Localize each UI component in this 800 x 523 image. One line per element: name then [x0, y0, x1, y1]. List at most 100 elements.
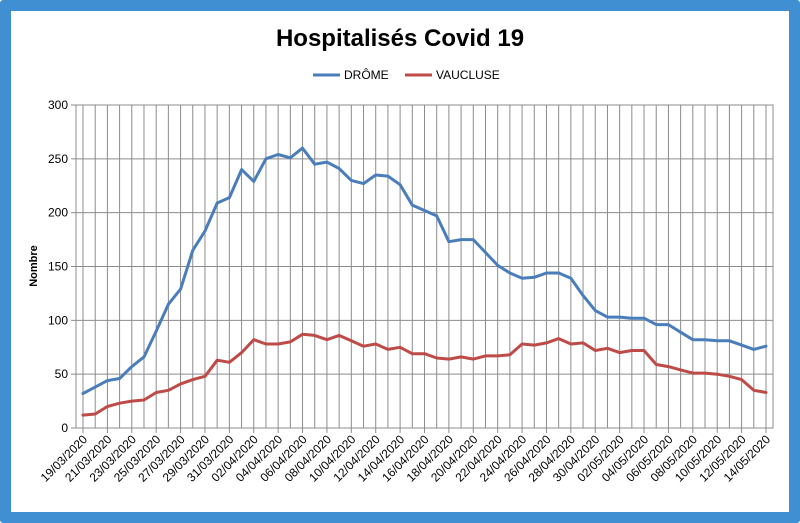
data-point-vaucluse — [533, 343, 536, 347]
data-point-drome — [569, 277, 573, 280]
data-point-drome — [215, 201, 219, 205]
data-point-vaucluse — [398, 346, 402, 349]
data-point-vaucluse — [581, 341, 585, 345]
legend: DRÔME VAUCLUSE — [313, 67, 500, 82]
data-point-drome — [167, 302, 170, 306]
data-point-drome — [301, 146, 304, 150]
data-point-drome — [459, 238, 463, 241]
data-point-drome — [533, 276, 536, 279]
data-point-vaucluse — [154, 391, 158, 394]
data-point-vaucluse — [179, 382, 182, 386]
data-point-vaucluse — [240, 351, 243, 354]
data-point-vaucluse — [667, 365, 670, 368]
data-point-drome — [118, 377, 121, 380]
data-point-vaucluse — [106, 405, 109, 408]
data-point-vaucluse — [459, 355, 463, 359]
data-point-vaucluse — [167, 389, 170, 392]
data-point-vaucluse — [289, 340, 292, 344]
data-point-vaucluse — [764, 391, 768, 394]
data-point-drome — [703, 338, 707, 341]
data-point-vaucluse — [569, 342, 573, 346]
data-point-drome — [630, 316, 634, 320]
data-point-vaucluse — [484, 354, 487, 358]
data-point-vaucluse — [93, 412, 97, 416]
data-point-drome — [484, 251, 487, 254]
data-point-vaucluse — [191, 378, 194, 381]
data-point-drome — [423, 209, 426, 212]
data-point-drome — [350, 179, 353, 182]
data-point-vaucluse — [508, 353, 512, 356]
data-point-drome — [313, 163, 316, 166]
data-point-drome — [435, 214, 438, 218]
data-point-vaucluse — [264, 342, 268, 346]
x-axis: 19/03/202021/03/202023/03/202025/03/2020… — [38, 428, 773, 485]
data-point-drome — [264, 157, 268, 161]
data-point-vaucluse — [630, 349, 634, 352]
data-point-vaucluse — [606, 347, 609, 350]
data-point-drome — [228, 196, 231, 199]
data-point-drome — [447, 240, 451, 243]
data-point-vaucluse — [594, 349, 597, 352]
data-point-vaucluse — [203, 375, 207, 378]
data-point-drome — [93, 385, 97, 389]
data-point-drome — [276, 153, 280, 156]
data-point-drome — [81, 392, 85, 395]
data-point-drome — [106, 379, 109, 382]
data-point-drome — [203, 229, 207, 233]
data-point-vaucluse — [276, 342, 280, 346]
data-point-vaucluse — [642, 349, 646, 352]
data-point-vaucluse — [81, 413, 85, 417]
data-point-vaucluse — [655, 363, 658, 366]
data-point-vaucluse — [325, 338, 329, 341]
data-point-vaucluse — [679, 368, 682, 372]
data-point-drome — [472, 238, 475, 241]
data-point-vaucluse — [520, 342, 524, 346]
data-point-vaucluse — [374, 342, 377, 346]
data-point-drome — [642, 316, 646, 320]
data-point-vaucluse — [472, 357, 475, 361]
data-point-drome — [581, 294, 585, 297]
data-point-vaucluse — [435, 356, 438, 360]
data-point-drome — [545, 271, 548, 275]
data-point-vaucluse — [728, 375, 731, 378]
data-point-vaucluse — [337, 334, 341, 337]
data-point-drome — [740, 343, 743, 347]
data-point-drome — [142, 355, 146, 359]
data-point-drome — [496, 264, 499, 267]
data-point-vaucluse — [130, 399, 133, 403]
data-point-vaucluse — [411, 352, 414, 355]
data-point-drome — [728, 339, 731, 342]
data-point-vaucluse — [228, 361, 231, 364]
data-point-drome — [191, 249, 194, 252]
data-point-vaucluse — [118, 402, 121, 405]
data-point-drome — [752, 348, 756, 351]
data-point-drome — [252, 180, 255, 183]
data-point-drome — [154, 329, 158, 333]
y-tick-label: 50 — [55, 367, 69, 381]
y-tick-label: 200 — [48, 206, 68, 220]
data-point-vaucluse — [740, 378, 743, 381]
data-point-vaucluse — [496, 354, 499, 358]
y-tick-label: 150 — [48, 260, 68, 274]
data-point-drome — [520, 277, 524, 280]
data-point-drome — [655, 323, 658, 326]
y-tick-label: 0 — [61, 421, 68, 435]
data-point-vaucluse — [252, 338, 255, 341]
data-point-drome — [362, 182, 365, 185]
legend-label-vaucluse: VAUCLUSE — [436, 68, 500, 82]
data-point-vaucluse — [423, 352, 426, 355]
data-point-drome — [667, 323, 670, 326]
data-point-vaucluse — [301, 333, 304, 336]
data-point-drome — [374, 173, 377, 177]
data-point-drome — [691, 338, 695, 341]
data-point-drome — [289, 156, 292, 159]
data-point-vaucluse — [447, 357, 451, 361]
data-point-drome — [398, 183, 402, 186]
data-point-drome — [130, 365, 133, 368]
data-point-vaucluse — [557, 337, 560, 340]
data-point-vaucluse — [545, 341, 548, 345]
data-point-drome — [508, 271, 512, 275]
data-point-drome — [557, 271, 560, 275]
series-group — [81, 146, 768, 417]
